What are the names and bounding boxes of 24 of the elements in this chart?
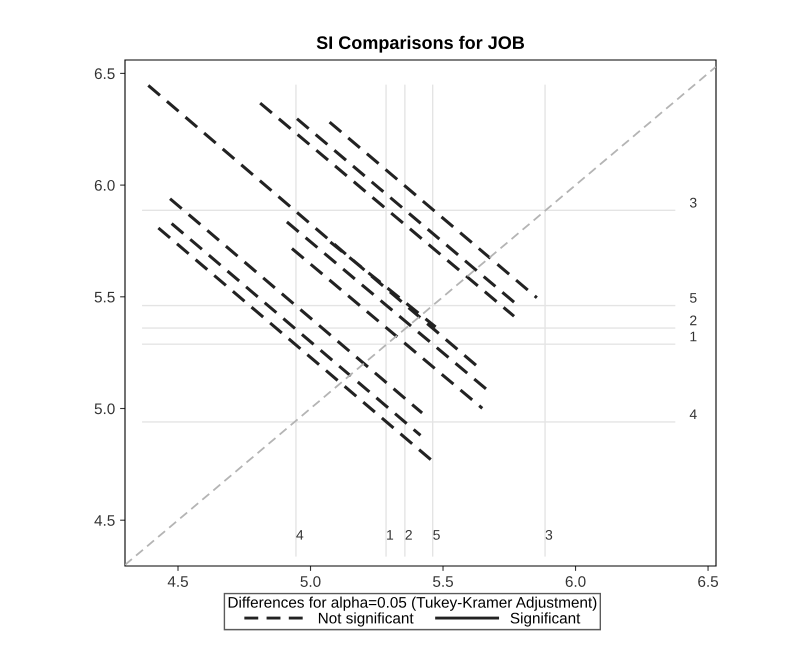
annotation: 5 <box>433 530 440 540</box>
annotation: 1 <box>690 332 696 342</box>
annotation: 2 <box>690 316 696 326</box>
annotation: 5 <box>690 293 697 303</box>
legend-label: Significant <box>510 612 580 627</box>
x-tick-label: 6.5 <box>698 576 718 587</box>
legend-title: Differences for alpha=0.05 (Tukey-Kramer Adjustment) <box>228 596 596 611</box>
x-tick-label: 5.0 <box>300 576 321 587</box>
annotation: 3 <box>690 198 697 208</box>
y-tick-label: 5.5 <box>94 292 115 302</box>
x-tick-label: 4.5 <box>168 576 188 587</box>
y-tick-label: 6.5 <box>94 68 115 80</box>
annotation: 1 <box>387 530 394 540</box>
annotation: 3 <box>546 530 552 540</box>
y-tick-label: 4.5 <box>94 515 115 526</box>
x-tick-label: 6.0 <box>566 576 586 587</box>
annotation: 4 <box>690 409 697 420</box>
annotation: 4 <box>296 530 304 540</box>
chart-title: SI Comparisons for JOB <box>316 36 524 53</box>
annotation: 2 <box>406 530 412 540</box>
y-tick-label: 5.0 <box>94 403 115 414</box>
x-tick-label: 5.5 <box>433 576 454 587</box>
legend-label: Not significant <box>318 612 414 627</box>
y-tick-label: 6.0 <box>94 180 115 191</box>
